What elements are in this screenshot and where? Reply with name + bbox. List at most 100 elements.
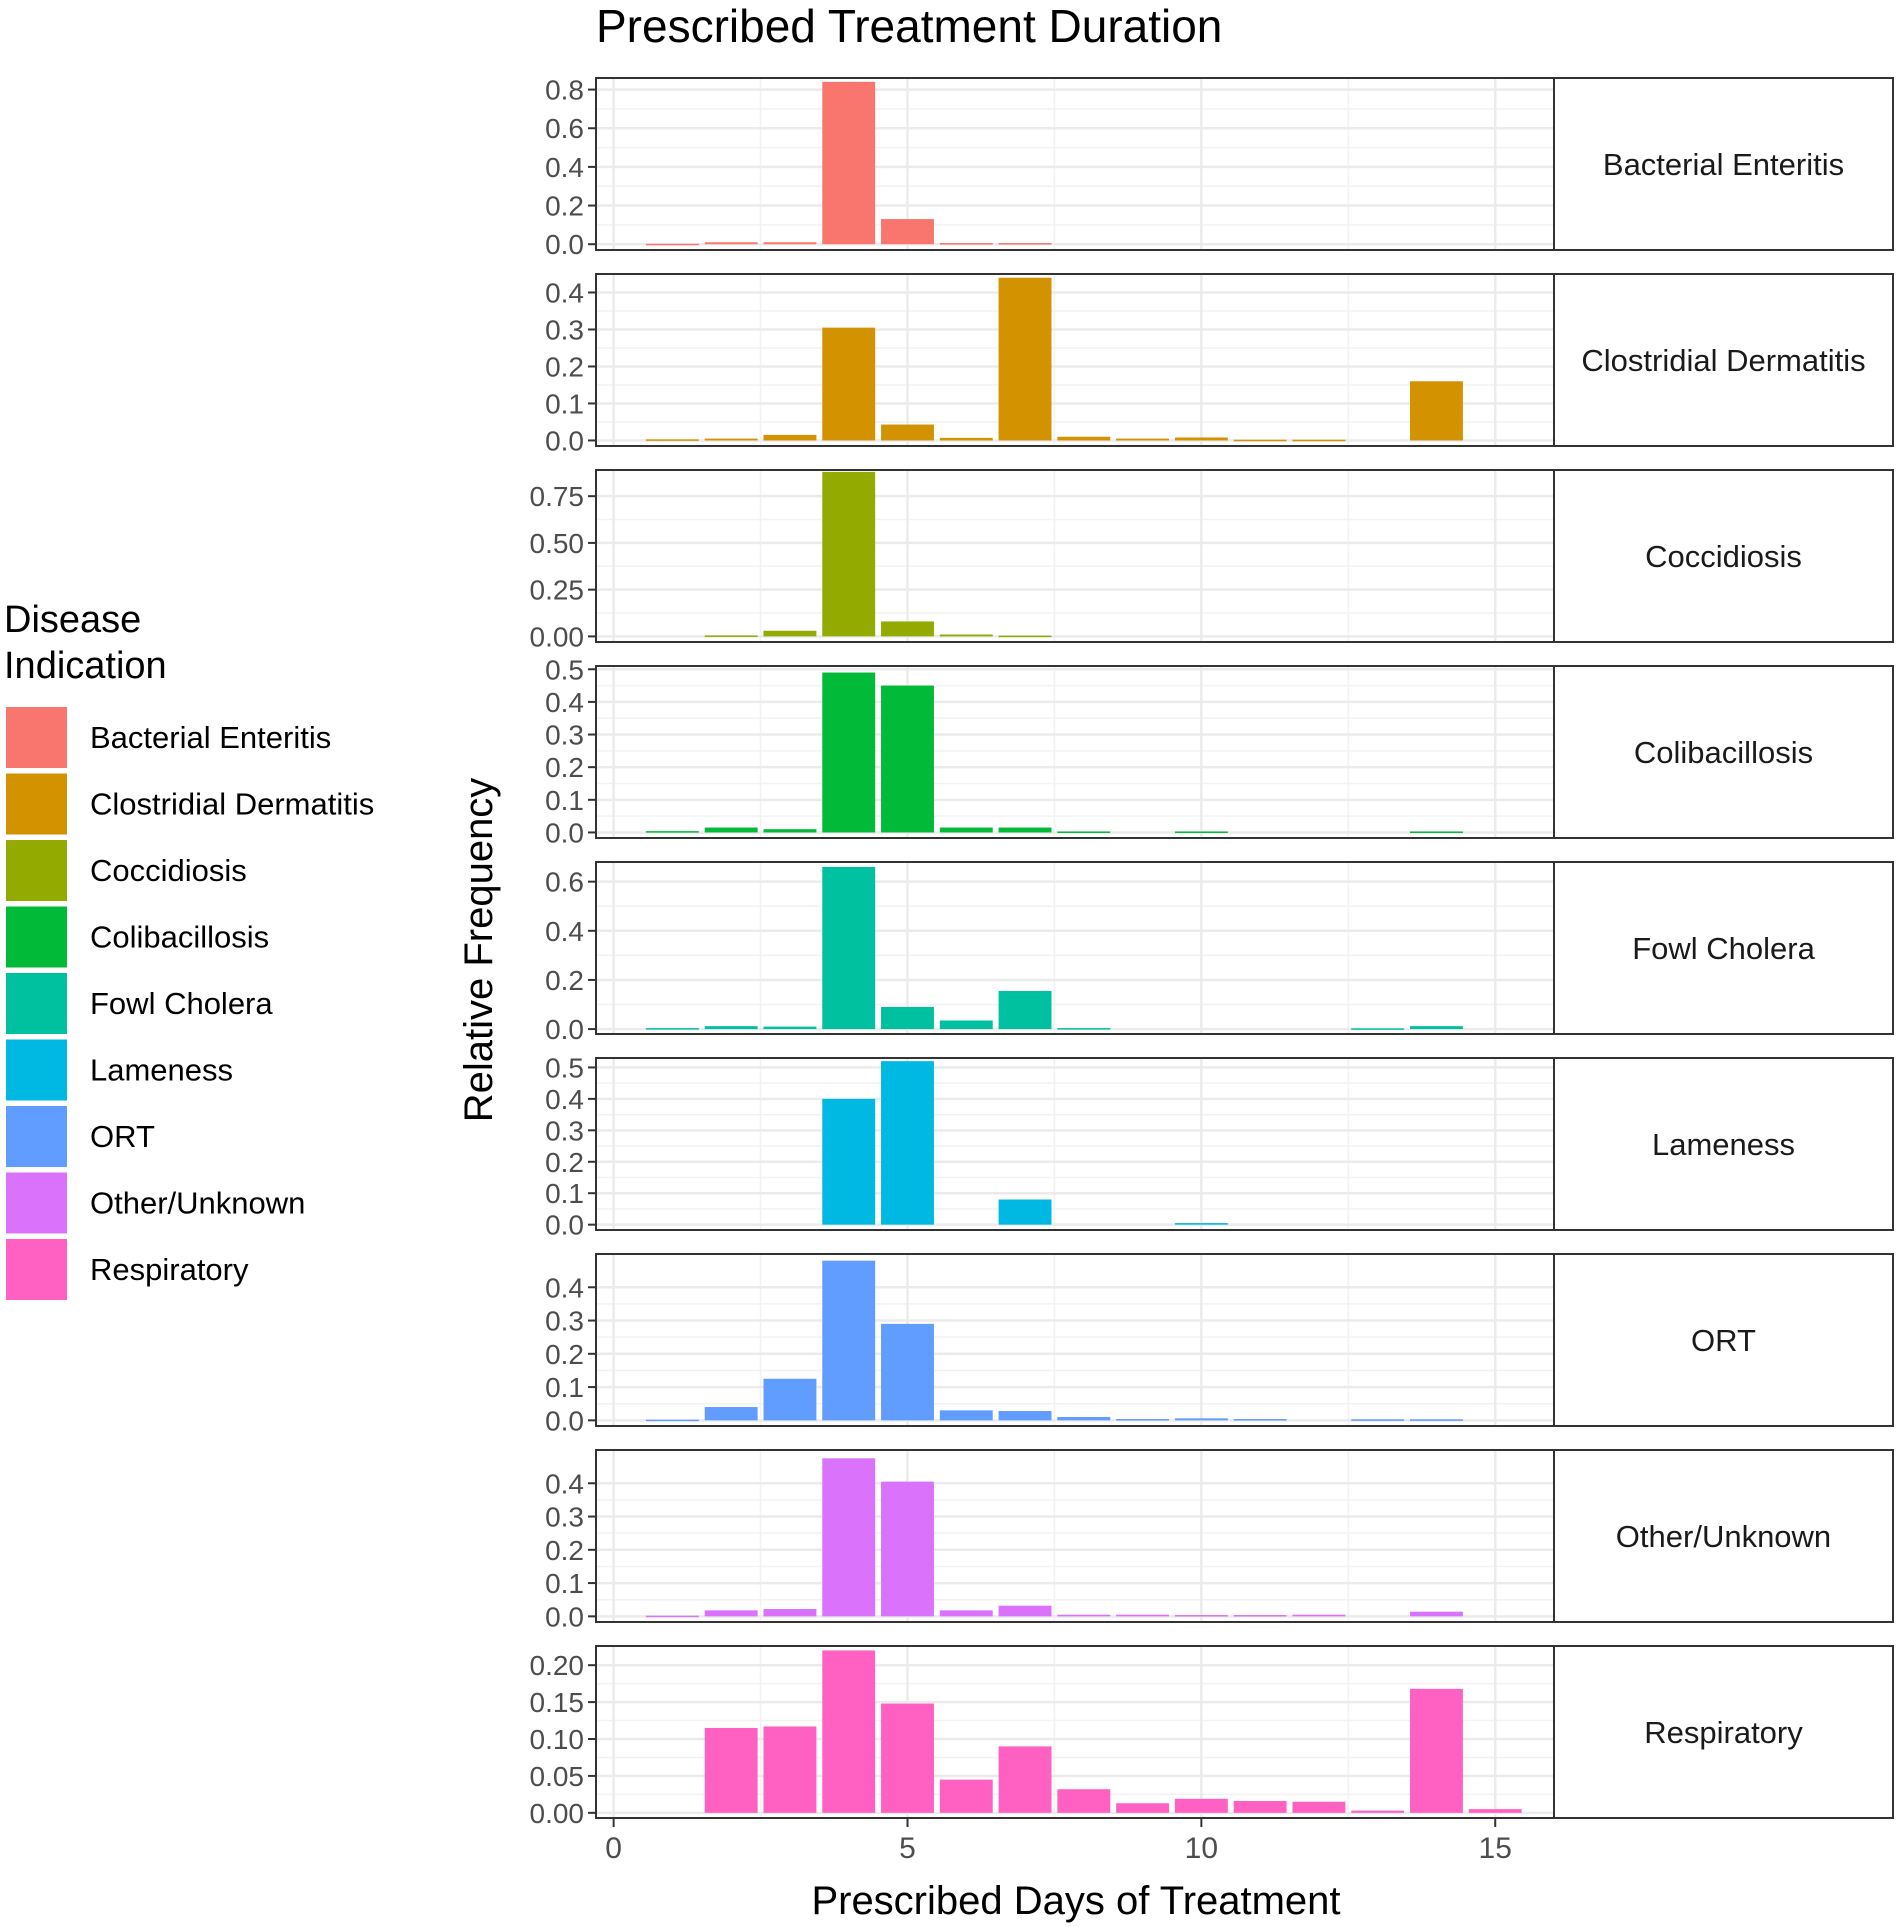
facet-strip: [1553, 273, 1894, 447]
facet-strip-label: Other/Unknown: [1616, 1519, 1831, 1554]
bar: [704, 438, 758, 441]
x-tick-label: 5: [899, 1832, 916, 1865]
y-tick-label: 0.10: [530, 1724, 585, 1755]
legend-label: Coccidiosis: [90, 853, 247, 888]
bar: [1410, 1611, 1463, 1617]
legend-label: Lameness: [90, 1053, 233, 1088]
bar: [939, 243, 993, 245]
legend-key: [6, 1106, 67, 1167]
y-tick-label: 0.75: [530, 481, 585, 512]
bar: [939, 827, 993, 833]
bar: [1057, 1789, 1111, 1813]
bar: [939, 634, 993, 637]
bar: [1351, 1028, 1405, 1030]
bar: [998, 635, 1052, 638]
y-tick-label: 0.15: [530, 1687, 585, 1718]
bar: [881, 219, 934, 245]
facet-panel-4: 0.00.10.20.30.40.5 Colibacillosis: [545, 654, 1894, 848]
y-tick-label: 0.3: [545, 720, 584, 751]
y-tick-label: 0.4: [545, 1468, 584, 1499]
y-tick-label: 0.2: [545, 1535, 584, 1566]
y-tick-label: 0.4: [545, 1272, 584, 1303]
bar: [704, 635, 758, 637]
legend-key: [6, 906, 67, 968]
y-tick-label: 0.5: [545, 654, 584, 685]
bar: [1233, 439, 1287, 442]
facet-strip-label: ORT: [1691, 1323, 1756, 1358]
y-tick-label: 0.4: [545, 277, 584, 308]
bar: [822, 1650, 876, 1813]
bar: [998, 1746, 1052, 1813]
panel-background: [596, 862, 1554, 1034]
facet-strip: [1553, 1449, 1894, 1623]
bar: [998, 1411, 1052, 1421]
bar: [881, 1481, 934, 1617]
facet-panel-8: 0.00.10.20.30.4 Other/Unknown: [545, 1449, 1894, 1632]
facet-strip: [1553, 1057, 1894, 1231]
panel-background: [596, 1058, 1554, 1230]
bar: [1292, 1614, 1346, 1617]
bar: [763, 434, 817, 441]
bar: [1174, 1223, 1228, 1225]
facet-strip-label: Bacterial Enteritis: [1603, 147, 1844, 182]
facet-strip-label: Respiratory: [1644, 1715, 1803, 1750]
bar: [822, 81, 876, 245]
bar: [1233, 1801, 1287, 1813]
bar: [998, 827, 1052, 833]
bar: [939, 1610, 993, 1617]
facet-panel-1: 0.0 0.2 0.4 0.6 0.8 Bacterial Enteritis: [545, 75, 1894, 260]
y-tick-label: 0.1: [545, 388, 584, 419]
facet-strip: [1553, 665, 1894, 839]
y-tick-label: 0.25: [530, 575, 585, 606]
y-tick-label: 0.0: [545, 817, 584, 848]
bar: [645, 1615, 699, 1618]
y-axis-label: Relative Frequency: [457, 778, 501, 1123]
bar: [763, 1378, 817, 1421]
bar: [939, 1410, 993, 1421]
bar: [704, 827, 758, 833]
facet-strip: [1553, 1253, 1894, 1427]
bar: [763, 1609, 817, 1617]
bar: [704, 1026, 758, 1030]
bar: [881, 685, 934, 833]
legend-key: [6, 1172, 67, 1234]
bar: [645, 1419, 699, 1422]
bar: [881, 1323, 934, 1421]
bar: [939, 1020, 993, 1030]
bar: [1174, 1418, 1228, 1421]
bar: [763, 829, 817, 833]
bar: [881, 1061, 934, 1225]
facet-strip: [1553, 1645, 1894, 1819]
x-axis-label: Prescribed Days of Treatment: [811, 1879, 1340, 1923]
bar: [822, 1098, 876, 1225]
bar: [881, 424, 934, 441]
bar: [822, 1260, 876, 1421]
bar: [1057, 436, 1111, 441]
y-tick-label: 0.1: [545, 1568, 584, 1599]
bar: [1174, 437, 1228, 441]
bar: [1174, 1798, 1228, 1813]
bar: [1468, 1809, 1522, 1813]
bar: [822, 672, 876, 833]
y-tick-label: 0.0: [545, 229, 584, 260]
legend-title-line-2: Indication: [4, 645, 167, 687]
legend-key: [6, 773, 67, 835]
x-tick-label: 15: [1479, 1832, 1512, 1865]
bar: [645, 439, 699, 441]
legend-label: Fowl Cholera: [90, 986, 273, 1021]
facet-strip-label: Colibacillosis: [1634, 735, 1813, 770]
bar: [1233, 1419, 1287, 1421]
bar: [645, 1028, 699, 1030]
panel-background: [596, 1254, 1554, 1426]
legend: Disease Indication Bacterial Enteritis Cl…: [4, 599, 374, 1300]
y-tick-label: 0.0: [545, 1014, 584, 1045]
bar: [763, 1726, 817, 1813]
y-tick-label: 0.2: [545, 191, 584, 222]
bar: [1410, 1419, 1463, 1421]
bar: [1116, 438, 1170, 441]
y-tick-label: 0.3: [545, 1306, 584, 1337]
bar: [645, 831, 699, 833]
facet-panel-5: 0.0 0.2 0.4 0.6 Fowl Cholera: [545, 861, 1894, 1045]
